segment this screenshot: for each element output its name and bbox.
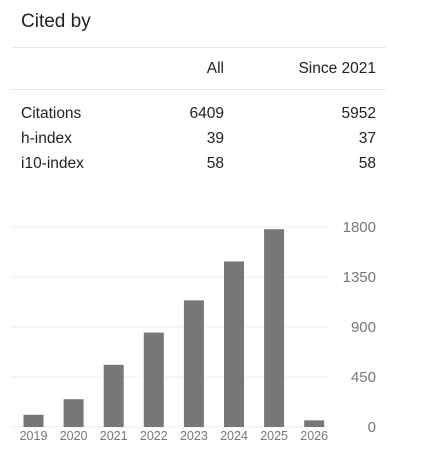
table-row-i10-index-label[interactable]: i10-index	[21, 155, 84, 172]
bar-2020[interactable]	[63, 399, 84, 427]
bar-2019[interactable]	[23, 414, 44, 427]
x-tick-label-2021: 2021	[100, 429, 128, 443]
x-tick-label-2023: 2023	[180, 429, 208, 443]
bar-2021[interactable]	[103, 364, 124, 427]
bar-2024[interactable]	[224, 261, 244, 427]
x-tick-label-2019: 2019	[20, 429, 48, 443]
x-tick-label-2026: 2026	[300, 429, 328, 443]
column-header-all: All	[206, 60, 224, 77]
y-tick-label: 900	[351, 319, 376, 336]
bar-2026[interactable]	[304, 420, 325, 427]
y-tick-label: 450	[351, 369, 376, 386]
y-tick-label: 1350	[343, 269, 376, 286]
table-row-citations-since: 5952	[341, 105, 376, 122]
bar-2023[interactable]	[183, 300, 204, 427]
column-header-since: Since 2021	[298, 60, 376, 77]
x-tick-label-2025: 2025	[260, 429, 288, 443]
table-row-i10-index-all: 58	[206, 155, 224, 172]
table-row-citations-all: 6409	[189, 105, 224, 122]
table-row-i10-index-since: 58	[358, 155, 376, 172]
citations-per-year-chart: 1800 1350 900 450 0 2019 2020 2021 2022 2023 2024 2…	[11, 219, 376, 443]
x-tick-label-2022: 2022	[140, 429, 168, 443]
table-header-divider	[11, 89, 386, 90]
bar-2025[interactable]	[264, 229, 285, 427]
y-tick-label: 0	[368, 419, 376, 436]
x-tick-label-2024: 2024	[220, 429, 248, 443]
cited-by-title: Cited by	[21, 11, 91, 32]
y-tick-label: 1800	[343, 219, 376, 236]
table-row-h-index-all: 39	[206, 130, 224, 147]
table-row-h-index-since: 37	[358, 130, 376, 147]
x-tick-label-2020: 2020	[60, 429, 88, 443]
header-divider	[11, 47, 386, 48]
bar-2022[interactable]	[143, 332, 164, 427]
table-row-citations-label[interactable]: Citations	[21, 105, 82, 122]
table-row-h-index-label[interactable]: h-index	[21, 130, 72, 147]
